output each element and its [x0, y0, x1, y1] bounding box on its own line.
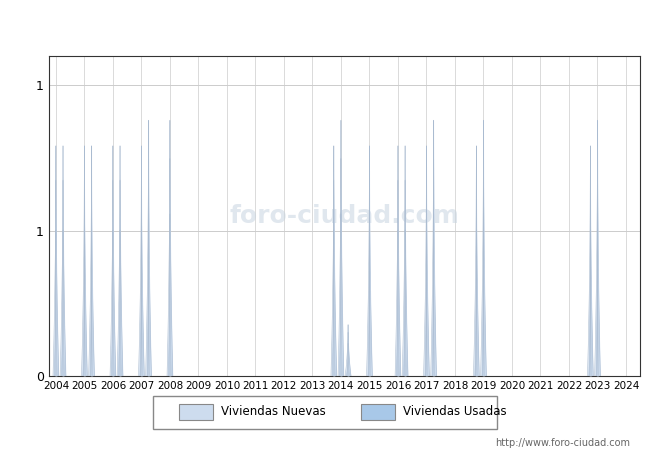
Text: foro-ciudad.com: foro-ciudad.com [229, 204, 460, 228]
FancyBboxPatch shape [153, 396, 497, 429]
Text: Viviendas Usadas: Viviendas Usadas [403, 405, 506, 418]
Text: http://www.foro-ciudad.com: http://www.foro-ciudad.com [495, 438, 630, 448]
Text: Viviendas Nuevas: Viviendas Nuevas [221, 405, 326, 418]
Text: Villabaruz de Campos - Evolucion del Nº de Transacciones Inmobiliarias: Villabaruz de Campos - Evolucion del Nº … [77, 17, 573, 31]
Bar [179, 405, 213, 420]
Bar [361, 405, 395, 420]
